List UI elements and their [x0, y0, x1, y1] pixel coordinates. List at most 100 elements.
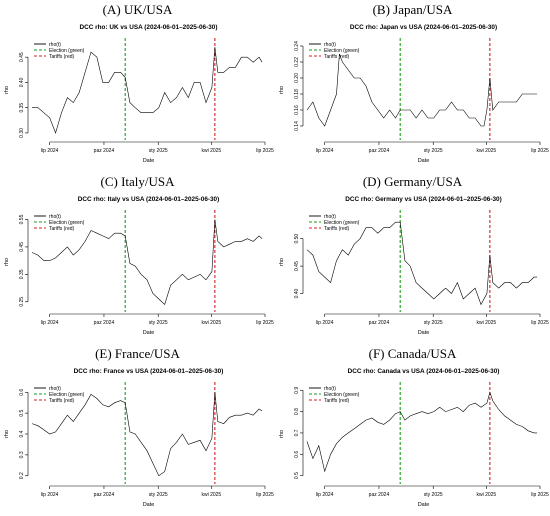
- legend: rho(t)Election (green)Tariffs (red): [34, 42, 85, 60]
- y-tick-label: 0.18: [294, 89, 300, 99]
- y-tick-label: 0.45: [19, 242, 25, 252]
- rho-series-line: [306, 53, 538, 127]
- y-tick-label: 0.22: [294, 57, 300, 67]
- x-tick-label: kwi 2025: [476, 320, 496, 326]
- legend: rho(t)Election (green)Tariffs (red): [34, 214, 85, 232]
- legend-entry-rho: rho(t): [49, 214, 61, 220]
- legend-entry-tariffs: Tariffs (red): [49, 226, 75, 232]
- dcc-chart: DCC rho: Canada vs USA (2024-06-01–2025-…: [279, 368, 549, 508]
- chart-title: DCC rho: Japan vs USA (2024-06-01–2025-0…: [350, 24, 497, 31]
- y-tick-label: 0.25: [19, 297, 25, 307]
- y-axis-label: rho: [4, 430, 10, 438]
- legend: rho(t)Election (green)Tariffs (red): [34, 386, 85, 404]
- x-tick-label: kwi 2025: [476, 148, 496, 154]
- x-tick-label: sty 2025: [424, 148, 443, 154]
- y-tick-label: 0.50: [294, 234, 300, 244]
- x-tick-label: lip 2025: [256, 148, 274, 154]
- legend-entry-tariffs: Tariffs (red): [49, 398, 75, 404]
- legend: rho(t)Election (green)Tariffs (red): [309, 42, 360, 60]
- panel-heading: (C) Italy/USA: [100, 174, 175, 189]
- x-axis-label: Date: [143, 330, 155, 336]
- panel-heading: (F) Canada/USA: [368, 346, 457, 361]
- x-tick-label: sty 2025: [424, 492, 443, 498]
- x-tick-label: lip 2024: [316, 320, 334, 326]
- x-tick-label: lip 2024: [316, 148, 334, 154]
- x-tick-label: kwi 2025: [201, 320, 221, 326]
- legend-entry-election: Election (green): [49, 392, 85, 398]
- rho-series-line: [306, 391, 538, 473]
- y-tick-label: 0.45: [19, 52, 25, 62]
- chart-title: DCC rho: UK vs USA (2024-06-01–2025-06-3…: [80, 24, 218, 31]
- y-tick-label: 0.35: [19, 103, 25, 113]
- y-axis-label: rho: [4, 86, 10, 94]
- y-tick-label: 0.2: [19, 472, 25, 479]
- y-tick-label: 0.40: [19, 77, 25, 87]
- rho-series-line: [31, 392, 263, 477]
- chart-title: DCC rho: Germany vs USA (2024-06-01–2025…: [345, 196, 501, 203]
- legend-entry-tariffs: Tariffs (red): [324, 226, 350, 232]
- y-tick-label: 0.24: [294, 41, 300, 51]
- panel-heading: (B) Japan/USA: [372, 2, 453, 17]
- y-axis-label: rho: [279, 430, 285, 438]
- x-tick-label: paz 2024: [94, 148, 115, 154]
- legend-entry-tariffs: Tariffs (red): [324, 54, 350, 60]
- x-tick-label: sty 2025: [149, 148, 168, 154]
- x-tick-label: kwi 2025: [201, 148, 221, 154]
- legend-entry-rho: rho(t): [324, 42, 336, 48]
- y-tick-label: 0.40: [294, 288, 300, 298]
- x-tick-label: paz 2024: [369, 148, 390, 154]
- x-axis-label: Date: [143, 158, 155, 164]
- x-tick-label: paz 2024: [94, 320, 115, 326]
- legend-entry-rho: rho(t): [49, 386, 61, 392]
- y-tick-label: 0.16: [294, 105, 300, 115]
- dcc-chart: DCC rho: Germany vs USA (2024-06-01–2025…: [279, 196, 549, 336]
- x-tick-label: paz 2024: [94, 492, 115, 498]
- x-tick-label: lip 2025: [531, 492, 549, 498]
- chart-title: DCC rho: France vs USA (2024-06-01–2025-…: [74, 368, 224, 375]
- x-tick-label: paz 2024: [369, 320, 390, 326]
- dcc-chart: DCC rho: UK vs USA (2024-06-01–2025-06-3…: [4, 24, 274, 164]
- y-tick-label: 0.55: [19, 214, 25, 224]
- x-tick-label: lip 2025: [531, 148, 549, 154]
- x-tick-label: sty 2025: [149, 320, 168, 326]
- legend: rho(t)Election (green)Tariffs (red): [309, 386, 360, 404]
- x-tick-label: lip 2025: [256, 320, 274, 326]
- x-tick-label: kwi 2025: [201, 492, 221, 498]
- x-tick-label: sty 2025: [149, 492, 168, 498]
- x-tick-label: sty 2025: [424, 320, 443, 326]
- x-tick-label: kwi 2025: [476, 492, 496, 498]
- x-tick-label: lip 2024: [41, 148, 59, 154]
- y-tick-label: 0.6: [19, 389, 25, 396]
- x-tick-label: lip 2024: [316, 492, 334, 498]
- y-axis-label: rho: [279, 86, 285, 94]
- y-axis-label: rho: [279, 258, 285, 266]
- panel-heading: (E) France/USA: [95, 346, 180, 361]
- chart-title: DCC rho: Canada vs USA (2024-06-01–2025-…: [348, 368, 500, 375]
- y-tick-label: 0.35: [19, 269, 25, 279]
- legend-entry-election: Election (green): [49, 48, 85, 54]
- legend-entry-rho: rho(t): [324, 386, 336, 392]
- y-tick-label: 0.6: [294, 451, 300, 458]
- y-tick-label: 0.30: [19, 128, 25, 138]
- legend-entry-rho: rho(t): [49, 42, 61, 48]
- legend-entry-election: Election (green): [324, 392, 360, 398]
- panel-heading: (A) UK/USA: [102, 2, 173, 17]
- x-tick-label: lip 2024: [41, 492, 59, 498]
- rho-series-line: [32, 47, 263, 134]
- legend: rho(t)Election (green)Tariffs (red): [309, 214, 360, 232]
- y-tick-label: 0.5: [294, 472, 300, 479]
- legend-entry-election: Election (green): [324, 48, 360, 54]
- y-tick-label: 0.4: [19, 430, 25, 437]
- y-tick-label: 0.9: [294, 387, 300, 394]
- rho-series-line: [306, 221, 538, 306]
- x-axis-label: Date: [418, 502, 430, 508]
- x-tick-label: paz 2024: [369, 492, 390, 498]
- dcc-chart: DCC rho: Italy vs USA (2024-06-01–2025-0…: [4, 196, 274, 336]
- x-tick-label: lip 2024: [41, 320, 59, 326]
- y-tick-label: 0.8: [294, 408, 300, 415]
- x-axis-label: Date: [418, 158, 430, 164]
- y-tick-label: 0.45: [294, 261, 300, 271]
- dcc-chart: DCC rho: Japan vs USA (2024-06-01–2025-0…: [279, 24, 549, 164]
- x-tick-label: lip 2025: [531, 320, 549, 326]
- legend-entry-rho: rho(t): [324, 214, 336, 220]
